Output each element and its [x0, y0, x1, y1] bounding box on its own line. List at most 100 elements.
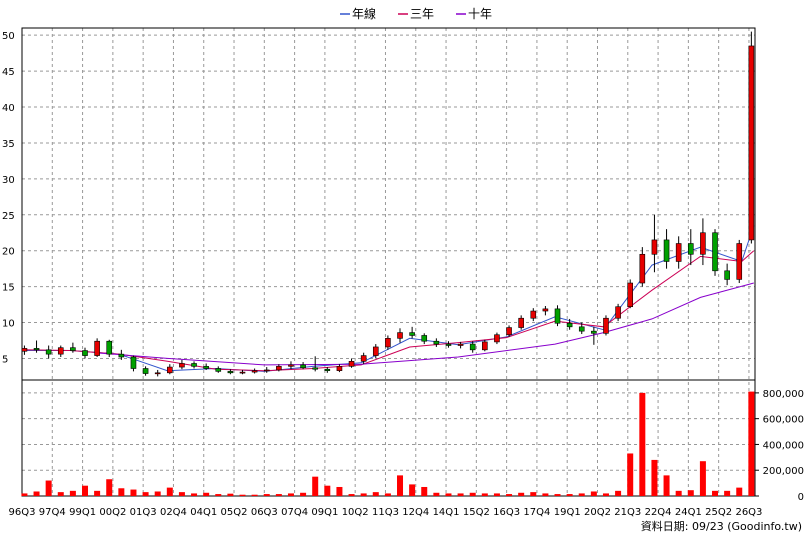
volume-bar [651, 459, 658, 496]
candle-body [372, 346, 379, 356]
legend-label-1: 年線 [352, 6, 376, 21]
candle-body [433, 340, 440, 345]
candle-body [336, 366, 343, 371]
volume-bar [445, 493, 452, 496]
candle-body [360, 355, 367, 362]
candle-body [288, 364, 294, 367]
price-tick-label: 50 [2, 31, 15, 42]
candle-body [542, 308, 549, 312]
candle-body [106, 340, 113, 355]
price-gridlines [21, 28, 755, 496]
time-tick-label: 97Q4 [39, 507, 66, 518]
time-tick-label: 12Q4 [402, 507, 429, 518]
time-tick-label: 07Q4 [281, 507, 308, 518]
volume-bar [142, 492, 149, 496]
time-tick-label: 25Q2 [705, 507, 732, 518]
price-axis: 5 10 15 20 25 30 35 40 45 50 [2, 31, 15, 365]
volume-bar [469, 492, 476, 496]
data-date-footer: 資料日期: 09/23 (Goodinfo.tw) [640, 520, 802, 533]
volume-bar [118, 488, 125, 496]
volume-tick-label: 400,000 [763, 440, 804, 451]
candle-body [45, 349, 52, 355]
ma-line-1 [24, 225, 755, 372]
volume-tick-label: 600,000 [763, 415, 804, 426]
volume-bar [639, 392, 646, 496]
price-tick-label: 25 [2, 211, 15, 222]
volume-bar [433, 492, 440, 496]
candle-body [324, 368, 331, 371]
candle-body [130, 356, 137, 369]
time-tick-label: 24Q1 [675, 507, 702, 518]
volume-bar [384, 493, 391, 496]
price-tick-label: 30 [2, 175, 15, 186]
candle-body [578, 326, 585, 332]
candle-body [651, 239, 658, 255]
volume-bar [69, 490, 76, 496]
time-tick-label: 05Q2 [221, 507, 248, 518]
candle-body [518, 317, 524, 328]
candle-body [482, 341, 488, 351]
time-tick-label: 00Q2 [99, 507, 126, 518]
price-tick-label: 5 [2, 354, 8, 365]
volume-tick-label: 200,000 [763, 466, 804, 477]
candle-body [530, 310, 537, 319]
time-tick-label: 96Q3 [9, 507, 36, 518]
time-tick-label: 06Q3 [251, 507, 278, 518]
volume-bar [663, 475, 670, 496]
volume-bar [360, 493, 367, 496]
volume-bar [736, 487, 743, 496]
volume-bar [409, 484, 416, 496]
volume-bar [627, 453, 634, 496]
candle-body [33, 348, 40, 351]
volume-bar [287, 493, 294, 496]
moving-average-lines [24, 225, 755, 372]
time-tick-label: 02Q4 [160, 507, 187, 518]
candle-body [312, 367, 319, 370]
volume-bar [578, 493, 585, 496]
volume-bar [324, 485, 331, 496]
time-tick-label: 04Q1 [190, 507, 217, 518]
volume-bar [300, 492, 307, 496]
volume-bar [615, 490, 622, 496]
volume-bar [275, 494, 282, 496]
volume-bar [687, 490, 694, 496]
candle-body [445, 343, 452, 346]
volume-bar [506, 494, 513, 496]
volume-bar [602, 493, 609, 496]
volume-axis: 0 200,000 400,000 600,000 800,000 [755, 389, 804, 503]
volume-bars [21, 391, 755, 496]
volume-bar [312, 476, 319, 496]
volume-bar [166, 487, 173, 496]
volume-bar [106, 479, 113, 496]
candle-body [397, 332, 403, 339]
volume-bar [518, 492, 525, 496]
legend: 年線 三年 十年 [340, 6, 492, 21]
volume-bar [530, 492, 537, 496]
volume-bar [57, 492, 64, 496]
price-tick-label: 35 [2, 139, 15, 150]
candle-body [469, 343, 476, 351]
volume-tick-label: 800,000 [763, 389, 804, 400]
volume-bar [154, 491, 161, 496]
time-tick-label: 14Q1 [433, 507, 460, 518]
candle-body [748, 45, 755, 241]
legend-label-3: 十年 [468, 7, 492, 21]
volume-bar [94, 490, 101, 496]
candle-body [276, 366, 282, 371]
volume-bar [724, 490, 731, 496]
candle-body [700, 232, 706, 255]
candle-body [675, 243, 682, 262]
volume-tick-label: 0 [798, 492, 804, 503]
volume-bar [45, 480, 52, 496]
candle-body [179, 363, 185, 368]
candle-body [712, 232, 718, 272]
price-tick-label: 15 [2, 283, 15, 294]
volume-bar [203, 492, 210, 496]
volume-bar [191, 493, 198, 496]
candle-body [494, 334, 500, 343]
volume-bar [457, 493, 464, 496]
legend-label-2: 三年 [410, 7, 434, 21]
volume-bar [542, 493, 549, 496]
volume-bar [481, 493, 488, 496]
candle-body [385, 338, 391, 348]
